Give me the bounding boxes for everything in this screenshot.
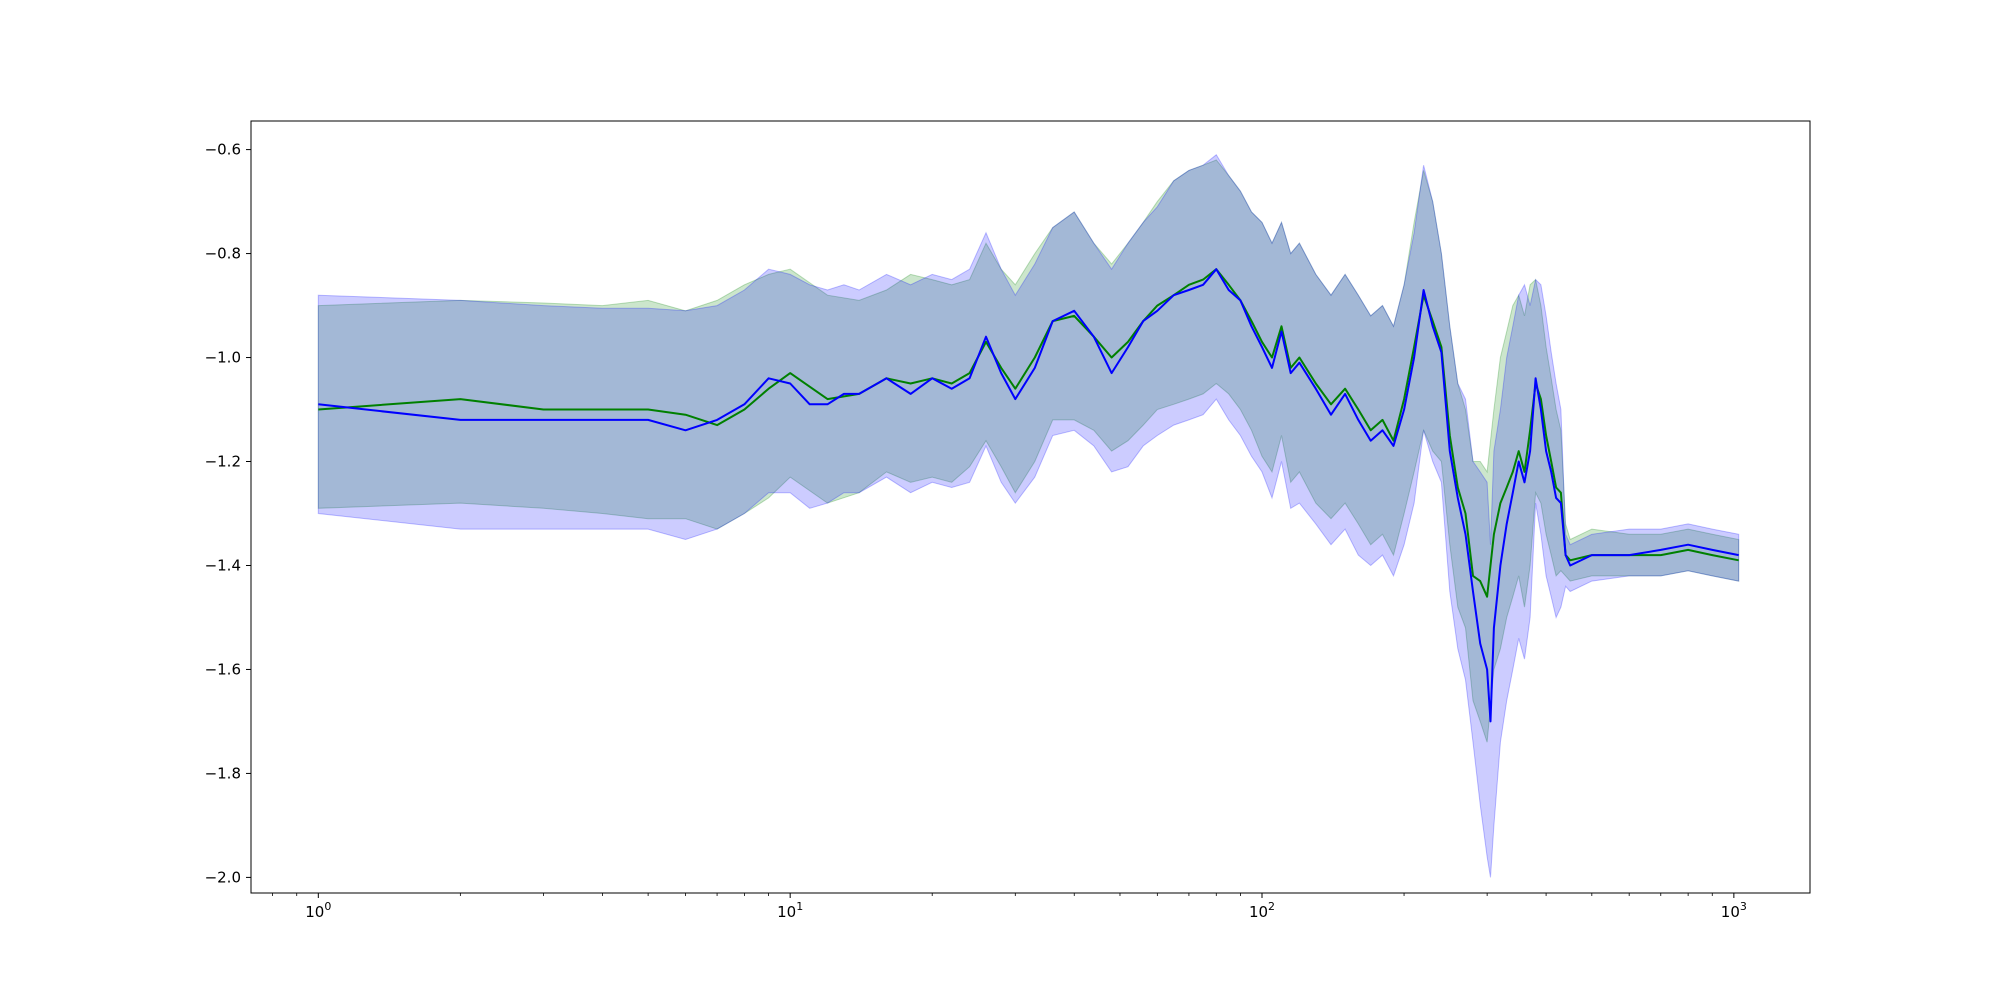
x-tick-label: 100	[305, 900, 331, 921]
series-lines	[318, 268, 1739, 723]
y-tick-label: −1.8	[205, 764, 241, 782]
plot-area-frame	[250, 120, 1811, 894]
y-tick-label: −1.0	[205, 349, 241, 367]
series-1-line	[318, 268, 1739, 723]
y-tick-label: −1.4	[205, 556, 241, 574]
confidence-bands	[317, 154, 1740, 878]
y-tick-label: −0.8	[205, 245, 241, 263]
x-tick-label: 103	[1721, 900, 1747, 921]
series-0-band	[317, 159, 1740, 743]
x-tick-label: 101	[777, 900, 803, 921]
y-axis: −0.6 −0.8 −1.0 −1.2 −1.4 −1.6 −1.8 −2.0	[205, 141, 251, 886]
y-tick-label: −1.2	[205, 453, 241, 471]
x-axis: 100 101 102 103	[272, 893, 1747, 921]
y-tick-label: −2.0	[205, 868, 241, 886]
y-tick-label: −0.6	[205, 141, 241, 159]
x-tick-label: 102	[1249, 900, 1275, 921]
y-tick-label: −1.6	[205, 660, 241, 678]
series-1-band	[317, 154, 1740, 878]
